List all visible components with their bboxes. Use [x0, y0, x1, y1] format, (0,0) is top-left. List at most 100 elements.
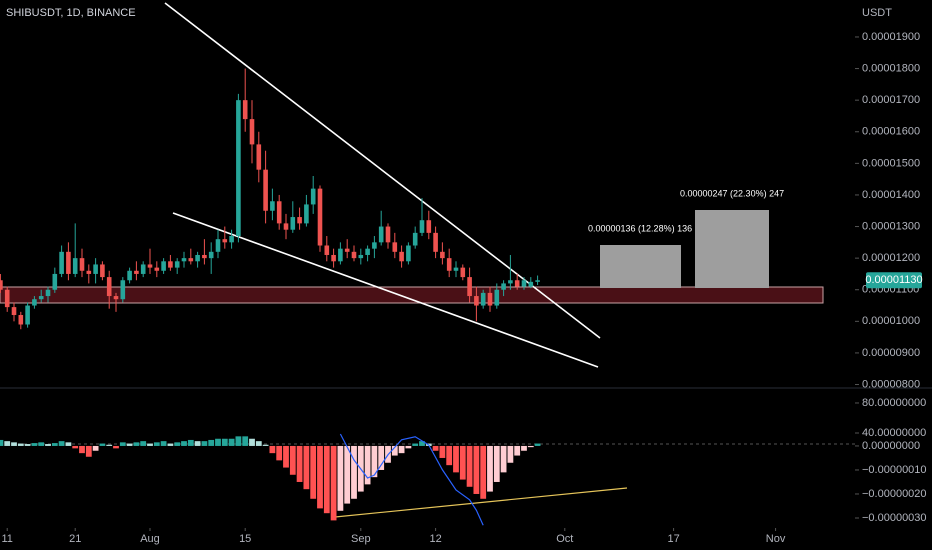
- histogram-bar: [459, 445, 466, 480]
- candle-body: [0, 280, 3, 290]
- divergence-line: [334, 487, 628, 518]
- candle-body: [188, 258, 194, 262]
- candle-body: [79, 258, 85, 271]
- x-tick-label: Aug: [140, 533, 160, 545]
- candle-body: [290, 217, 296, 230]
- histogram-bar: [364, 445, 371, 485]
- histogram-bar: [391, 445, 398, 456]
- y-tick-label: −0.00000010: [862, 464, 927, 476]
- chart-title: SHIBUSDT, 1D, BINANCE: [6, 7, 136, 19]
- candle-body: [304, 204, 309, 224]
- candle-body: [501, 283, 506, 290]
- histogram-bar: [480, 445, 487, 499]
- candle-body: [446, 258, 452, 271]
- histogram-bar: [181, 441, 187, 446]
- x-tick-label: 12: [429, 533, 441, 545]
- y-tick-label: 0.00001800: [862, 62, 920, 74]
- histogram-bar: [527, 445, 534, 448]
- candle-body: [474, 296, 479, 306]
- measure-label: 0.00000247 (22.30%) 247: [680, 188, 784, 198]
- support-zone: [0, 286, 824, 304]
- candle-body: [25, 305, 30, 325]
- candle-body: [297, 217, 302, 224]
- histogram-bar: [487, 445, 493, 492]
- histogram-bar: [323, 445, 330, 514]
- candle-body: [59, 251, 64, 274]
- y-tick-label: 0.00001300: [862, 220, 920, 232]
- candle-body: [168, 261, 173, 268]
- candle-body: [358, 254, 364, 259]
- candle-body: [399, 251, 404, 262]
- candle-body: [283, 223, 289, 230]
- candle-body: [317, 188, 323, 246]
- histogram-bar: [344, 445, 351, 504]
- candle-body: [32, 299, 37, 306]
- histogram-bar: [371, 445, 378, 478]
- candle-body: [38, 296, 44, 300]
- candle-body: [93, 264, 98, 274]
- candle-body: [433, 232, 438, 252]
- histogram-bar: [283, 445, 289, 468]
- histogram-bar: [398, 445, 405, 454]
- histogram-bar: [79, 445, 85, 454]
- histogram-bar: [507, 445, 514, 463]
- candle-body: [419, 220, 425, 233]
- x-tick-label: 17: [667, 533, 679, 545]
- histogram-bar: [276, 445, 283, 461]
- candle-body: [426, 220, 432, 233]
- histogram-bar: [453, 445, 459, 473]
- candle-body: [331, 254, 336, 262]
- histogram-bar: [92, 445, 99, 451]
- candle-body: [440, 251, 445, 259]
- histogram-bar: [160, 441, 167, 446]
- candle-body: [222, 239, 228, 243]
- histogram-bar: [208, 439, 215, 446]
- histogram-bar: [194, 441, 201, 446]
- candle-body: [263, 169, 268, 211]
- histogram-bar: [330, 445, 337, 521]
- y-tick-label: 0.00000000: [862, 440, 920, 452]
- histogram-bar: [215, 438, 221, 446]
- candle-body: [535, 280, 540, 282]
- histogram-bar: [419, 441, 425, 446]
- histogram-bar: [337, 445, 344, 511]
- histogram-bar: [99, 443, 106, 446]
- histogram-bar: [242, 436, 249, 446]
- histogram-bar: [405, 445, 412, 449]
- trend-line: [164, 2, 601, 339]
- histogram-bar: [153, 442, 160, 446]
- histogram-bar: [521, 445, 527, 451]
- histogram-bar: [17, 443, 24, 446]
- histogram-bar: [11, 442, 17, 446]
- y2-tick-label: 80.00000000: [862, 397, 926, 409]
- candle-body: [514, 280, 520, 287]
- trend-line: [172, 212, 599, 368]
- candle-body: [202, 254, 207, 259]
- measure-box: [600, 245, 681, 288]
- candle-body: [378, 226, 384, 243]
- histogram-bar: [235, 436, 242, 446]
- histogram-bar: [24, 444, 31, 446]
- candle-body: [86, 270, 92, 274]
- candle-body: [310, 188, 316, 205]
- histogram-bar: [249, 438, 255, 446]
- candle-body: [324, 245, 330, 255]
- axis-label: USDT: [862, 7, 892, 19]
- candle-body: [453, 267, 459, 271]
- candle-body: [521, 280, 527, 287]
- y-tick-label: 0.00001400: [862, 189, 920, 201]
- histogram-bar: [310, 445, 317, 499]
- candle-body: [208, 251, 214, 259]
- candle-body: [147, 264, 153, 268]
- candle-body: [140, 264, 146, 274]
- histogram-bar: [412, 443, 419, 446]
- y-tick-label: 0.00001700: [862, 94, 920, 106]
- candle-body: [127, 270, 132, 281]
- candle-body: [412, 232, 418, 246]
- candle-body: [106, 277, 112, 297]
- last-price-label: 0.00001130: [865, 274, 922, 286]
- candle-body: [467, 277, 472, 297]
- candle-body: [338, 248, 343, 262]
